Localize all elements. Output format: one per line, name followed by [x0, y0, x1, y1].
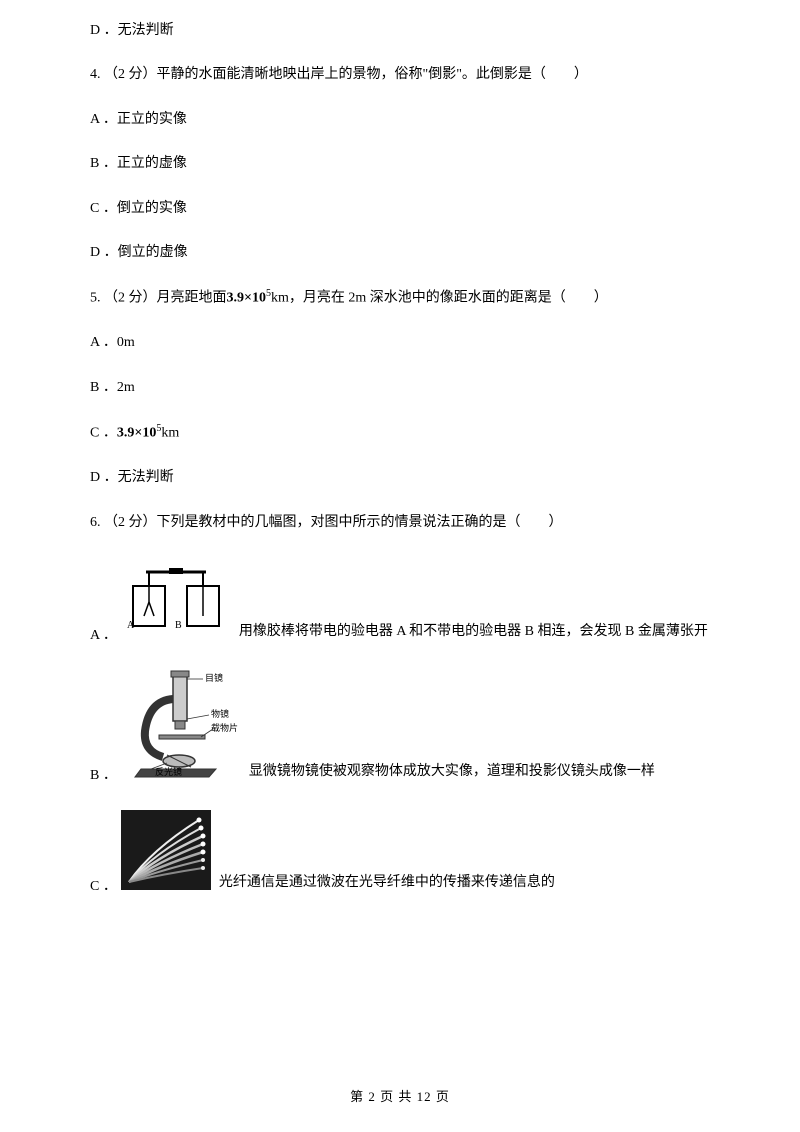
- q6-c-text: 光纤通信是通过微波在光导纤维中的传播来传递信息的: [219, 872, 555, 898]
- q6-b-label: B ．: [90, 765, 117, 787]
- q6-c-label: C ．: [90, 876, 117, 898]
- microscope-diagram-icon: 目镜 物镜 载物片 反光镜: [121, 669, 241, 787]
- svg-text:目镜: 目镜: [205, 672, 223, 683]
- q5-a-text: A ．0m: [90, 335, 135, 350]
- q4-option-c: C ．倒立的实像: [90, 198, 710, 220]
- q5-b-text: B ．2m: [90, 380, 135, 395]
- q4-c-text: C ．倒立的实像: [90, 201, 187, 216]
- footer-text: 第 2 页 共 12 页: [350, 1089, 450, 1104]
- q6-a-label: A ．: [90, 625, 117, 647]
- q4-d-text: D ．倒立的虚像: [90, 245, 188, 260]
- q6-b-text: 显微镜物镜使被观察物体成放大实像，道理和投影仪镜头成像一样: [249, 761, 655, 787]
- q4-a-text: A ．正立的实像: [90, 112, 187, 127]
- q3-option-d: D ．无法判断: [90, 20, 710, 42]
- q6-stem-text: 6. （2 分）下列是教材中的几幅图，对图中所示的情景说法正确的是（ ）: [90, 515, 563, 530]
- svg-text:载物片: 载物片: [211, 722, 238, 733]
- q5-option-d: D ．无法判断: [90, 467, 710, 489]
- q4-stem: 4. （2 分）平静的水面能清晰地映出岸上的景物，俗称"倒影"。此倒影是（ ）: [90, 64, 710, 86]
- q4-option-b: B ．正立的虚像: [90, 153, 710, 175]
- q5-stem: 5. （2 分）月亮距地面3.9×105km，月亮在 2m 深水池中的像距水面的…: [90, 286, 710, 310]
- q4-stem-text: 4. （2 分）平静的水面能清晰地映出岸上的景物，俗称"倒影"。此倒影是（ ）: [90, 67, 588, 82]
- q5-stem-pre: 5. （2 分）月亮距地面: [90, 291, 227, 306]
- q5-c-post: km: [161, 426, 179, 441]
- q5-c-pre: C ．: [90, 426, 117, 441]
- q6-stem: 6. （2 分）下列是教材中的几幅图，对图中所示的情景说法正确的是（ ）: [90, 512, 710, 534]
- q4-b-text: B ．正立的虚像: [90, 156, 187, 171]
- q5-option-b: B ．2m: [90, 377, 710, 399]
- q3-d-text: D ．无法判断: [90, 23, 174, 38]
- q5-stem-exp: 3.9×10: [227, 291, 266, 306]
- q6-option-c: C ． 光纤通信是通过微波在光导纤维中的传播来传递信息的: [90, 810, 710, 898]
- q6-a-text: 用橡胶棒将带电的验电器 A 和不带电的验电器 B 相连，会发现 B 金属薄张开: [239, 621, 708, 647]
- q5-d-text: D ．无法判断: [90, 470, 174, 485]
- q6-option-a: A ． A B 用橡胶棒将带电的验电器 A 和不带电的验电器 B 相连，会发现 …: [90, 564, 710, 647]
- optical-fiber-diagram-icon: [121, 810, 211, 898]
- q5-c-exp: 3.9×10: [117, 426, 156, 441]
- svg-text:反光镜: 反光镜: [155, 766, 182, 777]
- page-footer: 第 2 页 共 12 页: [0, 1087, 800, 1108]
- q4-option-d: D ．倒立的虚像: [90, 242, 710, 264]
- q5-option-c: C ．3.9×105km: [90, 421, 710, 445]
- svg-text:物镜: 物镜: [211, 708, 229, 719]
- svg-text:A: A: [127, 620, 135, 631]
- q5-option-a: A ．0m: [90, 332, 710, 354]
- q6-option-b: B ． 目镜 物镜 载物片 反光镜 显微镜物镜使被: [90, 669, 710, 787]
- electroscope-diagram-icon: A B: [121, 564, 231, 647]
- svg-text:B: B: [175, 620, 182, 631]
- q5-stem-post: km，月亮在 2m 深水池中的像距水面的距离是（ ）: [271, 291, 608, 306]
- q4-option-a: A ．正立的实像: [90, 109, 710, 131]
